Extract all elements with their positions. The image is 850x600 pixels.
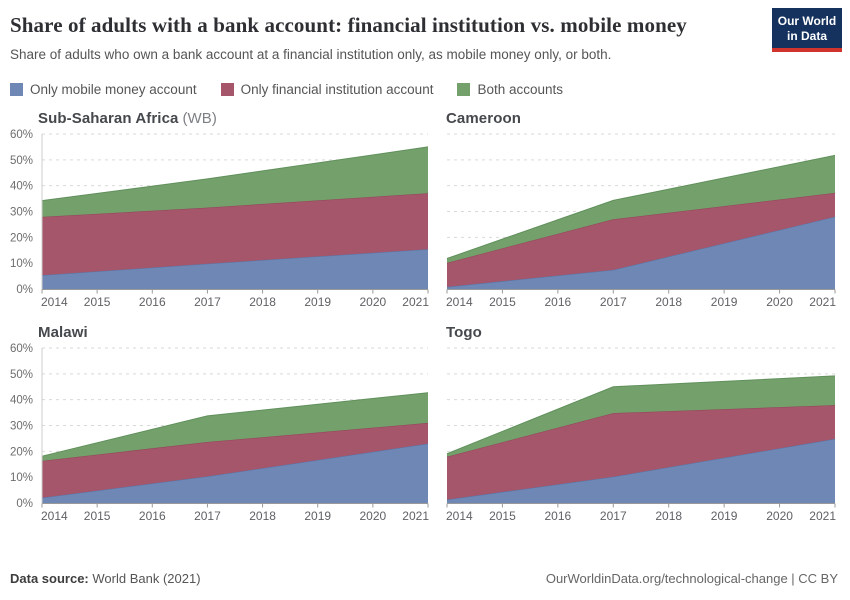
svg-text:2018: 2018 [655,295,682,309]
charts-grid: Sub-Saharan Africa (WB) 2014 2015 2016 2017 2… [0,110,850,525]
data-source-value: World Bank (2021) [92,571,201,586]
legend-label: Only financial institution account [240,81,434,97]
svg-text:2021: 2021 [402,509,429,523]
area-chart-svg: 2014 2015 2016 2017 2018 2019 2020 2021 0% 10% 20%… [10,343,429,523]
svg-text:60%: 60% [10,343,33,355]
header: Share of adults with a bank account: fin… [0,0,850,97]
area-band [447,192,835,287]
chart-subtitle: Share of adults who own a bank account a… [10,46,612,62]
svg-text:2015: 2015 [489,509,516,523]
svg-text:2019: 2019 [711,509,738,523]
svg-text:50%: 50% [10,155,33,167]
area-band [447,216,835,289]
legend: Only mobile money account Only financial… [10,82,840,97]
facet-title: Cameroon [446,109,521,127]
svg-text:0%: 0% [16,498,33,510]
svg-text:2020: 2020 [766,295,793,309]
svg-text:50%: 50% [10,369,33,381]
svg-text:2017: 2017 [600,295,627,309]
svg-text:2021: 2021 [809,509,836,523]
svg-text:2015: 2015 [84,295,111,309]
legend-swatch-icon [10,82,23,96]
area-band [42,249,428,289]
area-chart-svg: 2014 2015 2016 2017 2018 2019 2020 2021 [446,347,836,523]
area-band [447,375,835,457]
page-title: Share of adults with a bank account: fin… [10,13,687,37]
svg-text:2016: 2016 [545,509,572,523]
chart-facet-cameroon: Cameroon 2014 2015 2016 2017 2018 2019 2020 202… [446,110,846,311]
svg-text:2016: 2016 [545,295,572,309]
legend-label: Both accounts [477,81,564,97]
legend-item-only-mobile: Only mobile money account [10,82,197,97]
svg-text:60%: 60% [10,129,33,141]
chart-facet-togo: Togo 2014 2015 2016 2017 2018 2019 2020 2021 [446,324,846,525]
svg-text:2016: 2016 [139,509,166,523]
chart-facet-malawi: Malawi 2014 2015 2016 2017 2018 2019 2020 2021 0… [10,324,446,525]
data-source-label: Data source: [10,571,89,586]
area-band [447,155,835,263]
svg-text:2016: 2016 [139,295,166,309]
svg-text:2017: 2017 [194,295,221,309]
svg-text:2014: 2014 [41,295,68,309]
svg-text:2014: 2014 [446,509,473,523]
svg-text:2020: 2020 [360,509,387,523]
area-band [42,392,428,461]
area-chart-svg: 2014 2015 2016 2017 2018 2019 2020 2021 [446,133,836,309]
owid-logo: Our World in Data [772,8,842,53]
svg-text:40%: 40% [10,395,33,407]
legend-label: Only mobile money account [30,81,197,97]
area-chart: 2014 2015 2016 2017 2018 2019 2020 2021 0% 10% 20%… [10,129,446,311]
chart-facet-sub-saharan-africa: Sub-Saharan Africa (WB) 2014 2015 2016 2017 2… [10,110,446,311]
area-chart: 2014 2015 2016 2017 2018 2019 2020 2021 0% 10% 20%… [10,343,446,525]
svg-text:2019: 2019 [304,509,331,523]
svg-text:2017: 2017 [194,509,221,523]
svg-text:10%: 10% [10,258,33,270]
owid-logo-line1: Our World [777,14,837,28]
svg-text:2015: 2015 [489,295,516,309]
svg-text:30%: 30% [10,420,33,432]
area-band [42,193,428,276]
owid-logo-line2: in Data [786,28,827,43]
svg-text:20%: 20% [10,232,33,244]
facet-title: Togo [446,323,482,341]
svg-text:2018: 2018 [249,295,276,309]
svg-text:2015: 2015 [84,509,111,523]
footer: Data source: World Bank (2021) OurWorldi… [10,571,838,586]
area-chart: 2014 2015 2016 2017 2018 2019 2020 2021 [446,347,846,525]
svg-text:10%: 10% [10,472,33,484]
legend-item-only-financial: Only financial institution account [220,81,434,97]
area-band [447,438,835,503]
area-band [42,146,428,217]
svg-text:40%: 40% [10,181,33,193]
svg-text:20%: 20% [10,446,33,458]
legend-item-both-accounts: Both accounts [457,82,563,97]
facet-title: Malawi [38,323,88,341]
svg-text:30%: 30% [10,206,33,218]
area-chart-svg: 2014 2015 2016 2017 2018 2019 2020 2021 0% 10% 20%… [10,129,429,309]
svg-text:2020: 2020 [360,295,387,309]
svg-text:2021: 2021 [809,295,836,309]
legend-swatch-icon [457,82,471,96]
data-source: Data source: World Bank (2021) [10,571,201,586]
area-band [42,422,428,498]
svg-text:2019: 2019 [304,295,331,309]
svg-text:2020: 2020 [766,509,793,523]
svg-text:2018: 2018 [655,509,682,523]
svg-text:2019: 2019 [711,295,738,309]
svg-text:2014: 2014 [446,295,473,309]
svg-text:2014: 2014 [41,509,68,523]
svg-text:2018: 2018 [249,509,276,523]
legend-swatch-icon [220,82,234,96]
svg-text:2021: 2021 [402,295,429,309]
footer-link[interactable]: OurWorldinData.org/technological-change … [545,571,838,586]
area-band [447,405,835,500]
facet-title: Sub-Saharan Africa (WB) [38,109,218,127]
area-chart: 2014 2015 2016 2017 2018 2019 2020 2021 [446,133,846,311]
svg-text:0%: 0% [16,284,33,296]
svg-text:2017: 2017 [600,509,627,523]
